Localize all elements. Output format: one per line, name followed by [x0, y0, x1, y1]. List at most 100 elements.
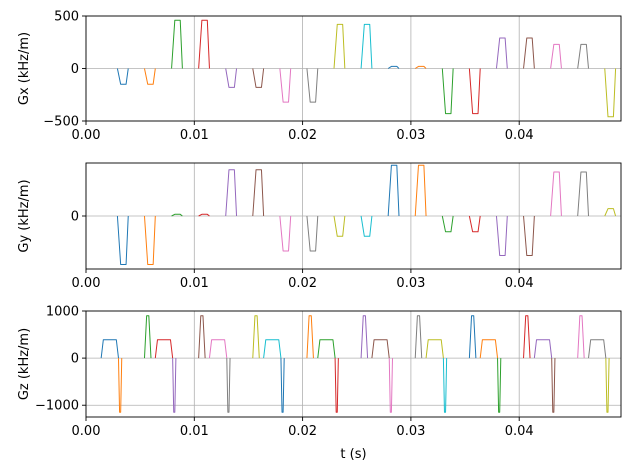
series-line-s2	[143, 315, 152, 359]
series-line-s9	[360, 215, 373, 237]
x-tick-label-0: 0.00	[72, 128, 101, 143]
y-tick-label-0: 0	[71, 210, 79, 225]
series-line-s11	[414, 164, 427, 217]
series-line-s14	[360, 315, 369, 359]
series-line-s17	[577, 171, 590, 217]
series-group	[116, 19, 617, 118]
series-line-s16	[550, 171, 562, 217]
series-line-s6	[208, 339, 228, 359]
series-line-s21	[479, 339, 499, 359]
series-line-s13	[334, 358, 339, 413]
y-axis-label: Gx (kHz/m)	[17, 32, 32, 105]
series-line-s15	[371, 339, 390, 359]
x-tick-label-4: 0.04	[505, 276, 534, 291]
series-line-s12	[317, 339, 336, 359]
x-tick-label-2: 0.02	[288, 424, 317, 439]
x-tick-label-2: 0.02	[288, 276, 317, 291]
x-tick-label-1: 0.01	[180, 128, 209, 143]
series-line-s14	[495, 37, 508, 69]
series-line-s7	[226, 358, 231, 413]
series-line-s2	[171, 213, 183, 217]
series-line-s13	[468, 215, 481, 233]
y-axis-label: Gy (kHz/m)	[17, 179, 32, 252]
series-group	[116, 164, 617, 265]
series-line-s15	[523, 37, 535, 69]
x-tick-label-4: 0.04	[505, 424, 534, 439]
series-line-s4	[225, 169, 238, 217]
series-line-s10	[280, 358, 285, 413]
series-line-s6	[279, 68, 292, 103]
series-line-s0	[100, 339, 119, 359]
series-line-s23	[523, 315, 531, 359]
series-line-s18	[425, 339, 444, 359]
series-line-s16	[388, 358, 393, 413]
series-line-s11	[414, 65, 427, 69]
series-line-s3	[198, 19, 210, 69]
series-line-s13	[468, 68, 481, 115]
y-tick-label-2: 500	[54, 10, 79, 25]
series-line-s12	[441, 68, 454, 115]
series-line-s25	[551, 358, 556, 413]
x-tick-label-4: 0.04	[505, 128, 534, 143]
series-line-s8	[333, 215, 346, 237]
series-line-s4	[225, 68, 238, 88]
series-line-s12	[441, 215, 454, 233]
series-line-s6	[279, 215, 292, 252]
series-line-s19	[442, 358, 448, 413]
series-line-s26	[577, 315, 585, 359]
series-line-s5	[252, 68, 265, 88]
x-tick-label-3: 0.03	[396, 128, 425, 143]
series-line-s10	[387, 164, 400, 217]
series-line-s1	[143, 68, 156, 85]
series-line-s0	[116, 68, 129, 85]
series-line-s1	[143, 215, 156, 265]
series-line-s11	[306, 315, 314, 359]
x-tick-label-0: 0.00	[72, 424, 101, 439]
series-line-s17	[414, 315, 423, 359]
y-axis-label: Gz (kHz/m)	[17, 328, 32, 400]
series-line-s5	[252, 169, 265, 217]
y-tick-label-2: 1000	[46, 305, 79, 320]
y-tick-label-1: 0	[71, 352, 79, 367]
y-tick-label-0: −500	[43, 115, 79, 130]
axes-frame	[85, 310, 622, 418]
x-axis-label: t (s)	[340, 447, 366, 462]
series-line-s18	[604, 208, 617, 217]
series-line-s22	[497, 358, 502, 413]
series-line-s2	[171, 19, 183, 69]
x-tick-label-3: 0.03	[396, 276, 425, 291]
series-line-s14	[495, 215, 508, 256]
series-line-s15	[523, 215, 535, 256]
series-line-s9	[360, 23, 373, 69]
x-tick-label-2: 0.02	[288, 128, 317, 143]
series-line-s1	[117, 358, 123, 413]
y-tick-label-0: −1000	[35, 399, 79, 414]
x-tick-label-0: 0.00	[72, 276, 101, 291]
series-line-s8	[252, 315, 260, 359]
series-line-s9	[263, 339, 282, 359]
x-tick-label-3: 0.03	[396, 424, 425, 439]
subplot-0: 0.00 0.01 0.02 0.03 0.04 −500 0 500 Gx (kHz/m)	[17, 10, 622, 143]
y-tick-label-1: 0	[71, 62, 79, 77]
series-line-s16	[550, 43, 562, 69]
series-line-s7	[306, 68, 319, 103]
x-tick-label-1: 0.01	[180, 424, 209, 439]
series-line-s27	[588, 339, 607, 359]
series-line-s10	[387, 65, 400, 69]
series-line-s18	[604, 68, 617, 118]
x-tick-label-1: 0.01	[180, 276, 209, 291]
series-line-s7	[306, 215, 319, 252]
series-line-s3	[154, 339, 174, 359]
subplot-1: 0.00 0.01 0.02 0.03 0.04 0 Gy (kHz/m)	[17, 162, 622, 291]
series-line-s17	[577, 43, 590, 69]
series-line-s0	[116, 215, 129, 265]
series-line-s3	[198, 213, 210, 217]
series-line-s24	[533, 339, 553, 359]
series-line-s8	[333, 23, 346, 69]
series-group	[100, 315, 610, 413]
subplot-2: 0.00 0.01 0.02 0.03 0.04 −1000 0 1000 Gz (kHz/m)…	[17, 305, 622, 462]
series-line-s28	[605, 358, 610, 413]
